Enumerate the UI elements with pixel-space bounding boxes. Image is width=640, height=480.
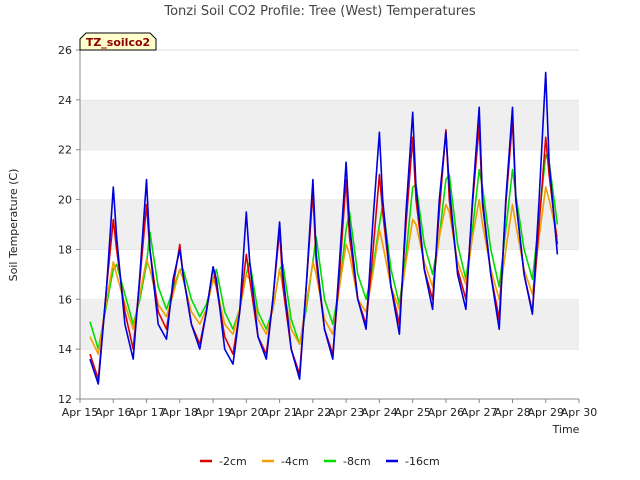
x-tick-label: Apr 24 [361, 406, 398, 419]
legend-label: -2cm [219, 455, 247, 468]
grid-bands [80, 49, 579, 399]
legend-item: -4cm [262, 455, 309, 468]
dataset-badge: TZ_soilco2 [79, 32, 157, 51]
x-tick-label: Apr 23 [328, 406, 365, 419]
grid-band [80, 349, 579, 399]
series-line-minus-16cm [89, 71, 559, 385]
x-tick-label: Apr 27 [461, 406, 498, 419]
x-tick-label: Apr 21 [261, 406, 298, 419]
x-tick-label: Apr 19 [195, 406, 232, 419]
badge-shape [79, 32, 157, 51]
chart-title: Tonzi Soil CO2 Profile: Tree (West) Temp… [163, 4, 476, 19]
x-tick-label: Apr 20 [228, 406, 265, 419]
legend-label: -16cm [405, 455, 440, 468]
y-tick-label: 14 [58, 343, 72, 356]
y-tick-label: 18 [58, 243, 72, 256]
y-axis-ticks: 12 14 16 18 20 22 24 26 [58, 44, 80, 406]
x-tick-label: Apr 26 [428, 406, 465, 419]
legend: -2cm -4cm -8cm -16cm [200, 455, 440, 468]
x-axis-label: Time [552, 423, 580, 436]
grid-band [80, 149, 579, 200]
y-tick-label: 22 [58, 144, 72, 157]
legend-item: -8cm [324, 455, 371, 468]
grid-band [80, 50, 579, 100]
y-tick-label: 24 [58, 94, 72, 107]
x-tick-label: Apr 30 [561, 406, 598, 419]
x-tick-label: Apr 22 [295, 406, 332, 419]
legend-label: -8cm [343, 455, 371, 468]
grid-band [80, 299, 579, 350]
y-tick-label: 12 [58, 393, 72, 406]
x-tick-label: Apr 16 [95, 406, 132, 419]
grid-band [80, 99, 579, 150]
x-tick-label: Apr 25 [394, 406, 431, 419]
y-tick-label: 26 [58, 44, 72, 57]
x-tick-label: Apr 18 [162, 406, 199, 419]
grid-band [80, 199, 579, 250]
x-tick-label: Apr 15 [62, 406, 99, 419]
x-tick-label: Apr 28 [494, 406, 531, 419]
legend-label: -4cm [281, 455, 309, 468]
y-tick-label: 20 [58, 194, 72, 207]
y-tick-label: 16 [58, 293, 72, 306]
badge-label: TZ_soilco2 [86, 36, 150, 49]
legend-item: -2cm [200, 455, 247, 468]
x-tick-label: Apr 17 [128, 406, 165, 419]
data-series [89, 71, 559, 385]
x-tick-label: Apr 29 [527, 406, 564, 419]
legend-item: -16cm [386, 455, 440, 468]
y-axis-label: Soil Temperature (C) [7, 169, 20, 282]
